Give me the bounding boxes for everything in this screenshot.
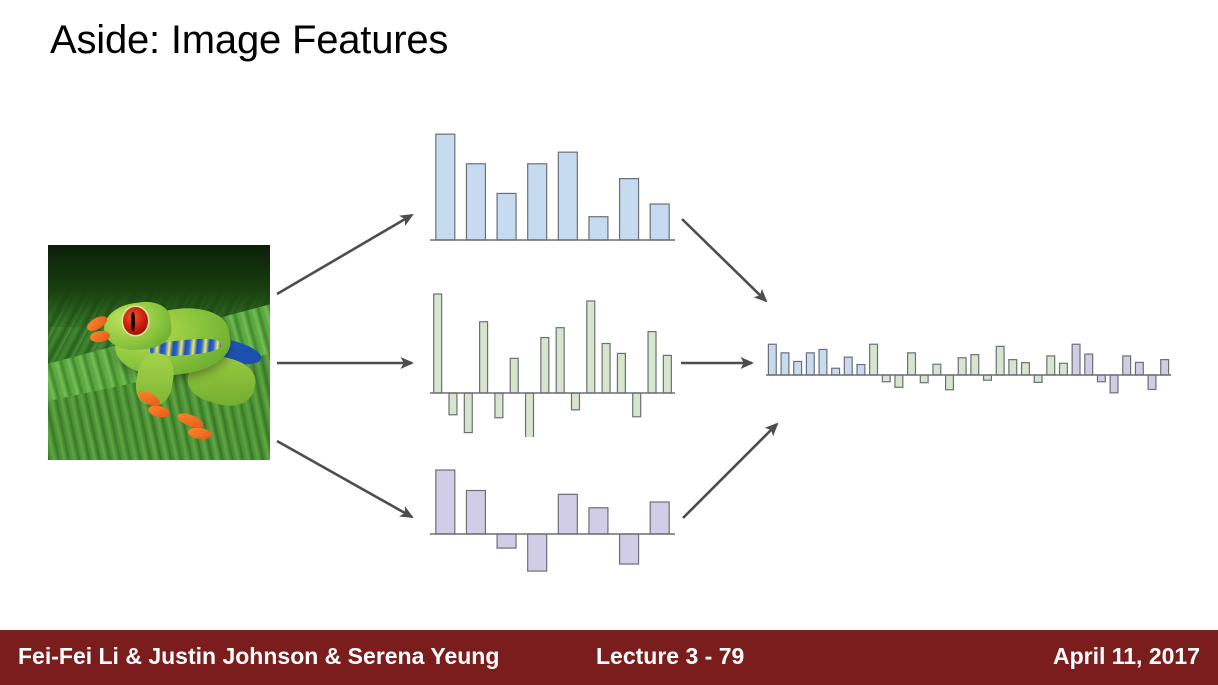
bar <box>524 392 535 437</box>
bar <box>1096 374 1106 383</box>
bar <box>1134 361 1144 376</box>
bar <box>465 489 487 535</box>
bar <box>448 392 458 416</box>
bar <box>509 357 519 394</box>
bar <box>957 357 967 376</box>
bar <box>632 392 642 418</box>
bar <box>818 348 828 376</box>
chart-concatenated-features <box>766 318 1171 408</box>
bar <box>944 374 955 391</box>
bar <box>919 374 929 384</box>
bar <box>465 163 487 241</box>
bar <box>662 354 672 394</box>
bar <box>1071 343 1081 376</box>
bar <box>601 342 611 394</box>
footer-lecture-number: Lecture 3 - 79 <box>596 643 745 669</box>
frog-pupil <box>131 311 136 331</box>
footer-bar: Fei-Fei Li & Justin Johnson & Serena Yeu… <box>0 630 1218 685</box>
bar <box>496 533 517 549</box>
page-title: Aside: Image Features <box>50 18 449 62</box>
bar <box>1122 355 1132 376</box>
bar <box>479 321 489 394</box>
bar <box>805 352 815 376</box>
bar <box>907 352 917 376</box>
bar <box>856 363 866 376</box>
bar <box>649 203 670 241</box>
arrow-purple-to-concat <box>682 422 779 519</box>
bar <box>881 374 891 383</box>
bar <box>1008 359 1018 376</box>
footer-authors: Fei-Fei Li & Justin Johnson & Serena Yeu… <box>18 643 500 669</box>
bar <box>1084 353 1094 376</box>
bar <box>843 356 853 376</box>
bar <box>435 133 456 241</box>
bar <box>570 392 581 411</box>
frog-eye <box>123 307 148 336</box>
bar <box>894 374 904 388</box>
bar <box>435 469 456 535</box>
chart-bag-of-words <box>430 452 675 577</box>
bar <box>831 367 841 376</box>
bar <box>527 163 548 241</box>
bar <box>1020 362 1030 376</box>
footer-date: April 11, 2017 <box>1052 643 1200 669</box>
bar <box>494 392 504 419</box>
bar <box>649 501 670 535</box>
bar <box>932 363 942 376</box>
bar <box>1160 359 1170 376</box>
bar <box>616 352 626 394</box>
chart-hog-gradients <box>430 292 675 437</box>
bar <box>557 493 578 535</box>
bar <box>1058 362 1068 376</box>
bar <box>433 293 443 394</box>
bar <box>588 216 609 241</box>
bar <box>527 533 548 572</box>
bar <box>1046 355 1056 376</box>
arrow-image-to-purple <box>276 439 414 519</box>
bar <box>586 300 596 394</box>
source-image-frog <box>48 245 270 460</box>
bar <box>1147 374 1157 391</box>
bar <box>995 345 1005 376</box>
arrow-image-to-blue <box>276 213 414 296</box>
bar <box>647 331 657 394</box>
bar <box>618 533 640 565</box>
arrow-blue-to-concat <box>681 218 768 303</box>
bar <box>970 354 980 376</box>
bar <box>618 178 640 241</box>
bar <box>588 507 609 535</box>
bar <box>557 151 578 241</box>
bar <box>1109 374 1119 394</box>
bar <box>540 336 550 394</box>
bar <box>780 352 790 376</box>
bar <box>496 192 517 241</box>
bar <box>793 360 803 376</box>
bar <box>1033 374 1043 383</box>
bar <box>869 343 879 376</box>
bar <box>767 343 777 376</box>
bar <box>463 392 473 434</box>
chart-color-histogram <box>430 132 675 247</box>
bar <box>555 327 565 394</box>
